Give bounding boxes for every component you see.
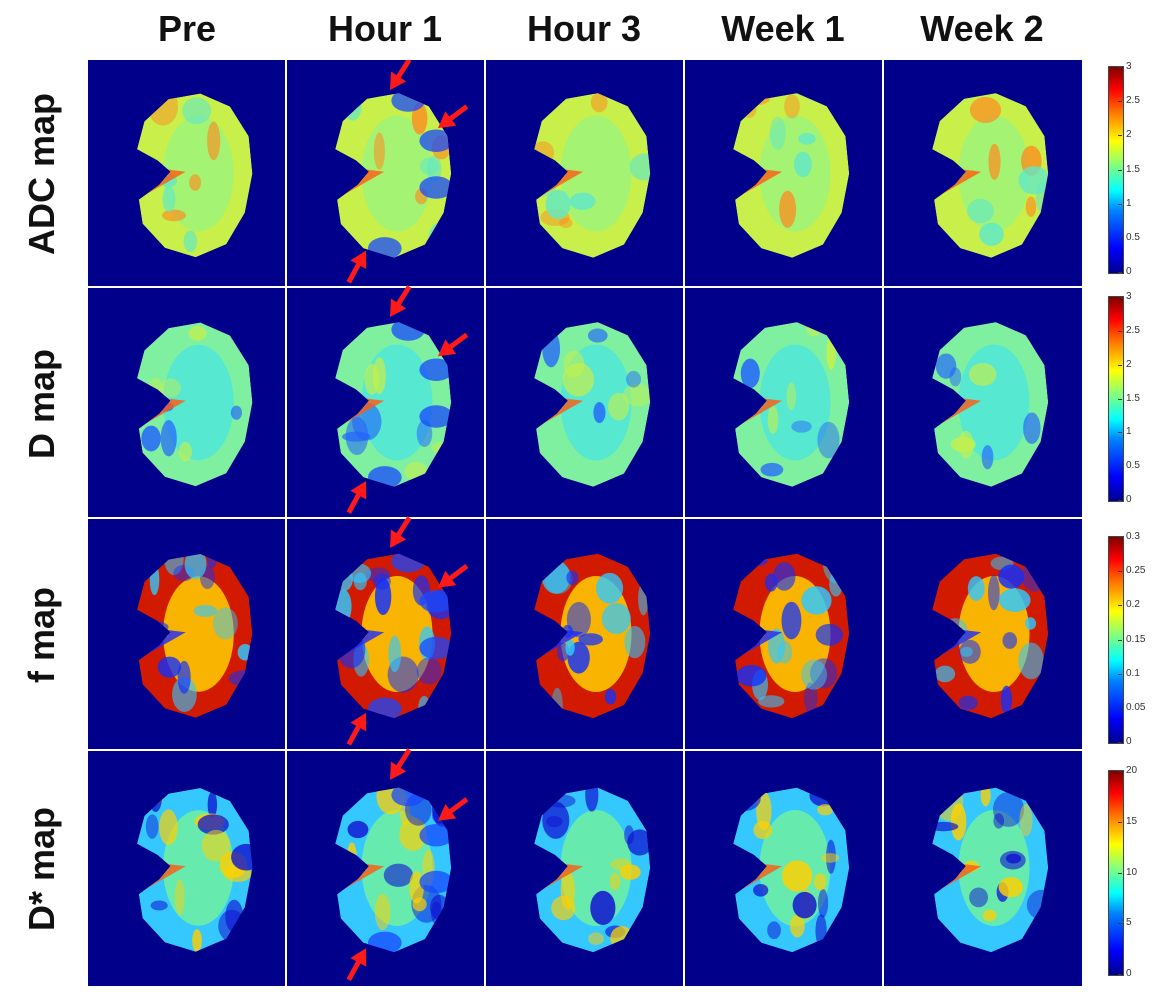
colorbar-tick-label: 0.05 xyxy=(1126,701,1146,713)
colorbar-tick-label: 2 xyxy=(1126,129,1132,141)
colorbar-tick-mark xyxy=(1118,707,1122,709)
kidney-map xyxy=(534,787,651,953)
colorbar-tick-label: 2.5 xyxy=(1126,324,1140,336)
column-title-week-1: Week 1 xyxy=(721,8,845,49)
colorbar-tick-mark xyxy=(1118,169,1122,171)
colorbar-tick-mark xyxy=(1118,639,1122,641)
colorbar-tick-label: 2.5 xyxy=(1126,95,1140,107)
colorbar-tick-mark xyxy=(1118,974,1122,975)
kidney-map xyxy=(137,93,253,258)
colorbar-tick-label: 10 xyxy=(1126,866,1138,878)
colorbar-tick-mark xyxy=(1118,771,1122,772)
kidney-map xyxy=(335,322,452,487)
colorbar-tick-mark xyxy=(1118,330,1122,332)
colorbar-tick-mark xyxy=(1118,537,1122,538)
kidney-map xyxy=(137,554,253,718)
kidney-map xyxy=(932,553,1049,719)
column-title-pre: Pre xyxy=(157,8,217,49)
colorbar-tick-label: 20 xyxy=(1126,765,1138,776)
colorbar-tick-mark xyxy=(1118,67,1122,68)
colorbar-tick-mark xyxy=(1118,101,1122,103)
colorbar-tick-label: 0.25 xyxy=(1126,565,1146,577)
red-arrow-icon xyxy=(438,797,469,821)
kidney-map xyxy=(534,553,651,719)
colorbar-tick-mark xyxy=(1118,364,1122,366)
colorbar-tick-label: 0 xyxy=(1126,968,1132,979)
kidney-map xyxy=(137,788,253,952)
row-title-d: D map xyxy=(21,348,62,459)
colorbar-tick-label: 0.2 xyxy=(1126,599,1140,611)
red-arrow-icon xyxy=(346,481,367,514)
colorbar-tick-label: 1 xyxy=(1126,197,1132,209)
kidney-map xyxy=(733,322,850,487)
colorbar-tick-mark xyxy=(1118,923,1122,925)
colorbar-tick-label: 0.5 xyxy=(1126,460,1140,472)
column-title-week-2: Week 2 xyxy=(920,8,1044,49)
colorbar-tick-label: 1.5 xyxy=(1126,163,1140,175)
colorbar-tick-label: 0 xyxy=(1126,494,1132,505)
colorbar-f xyxy=(1108,536,1124,744)
colorbar-tick-mark xyxy=(1118,135,1122,137)
colorbar-tick-mark xyxy=(1118,872,1122,874)
colorbar-tick-mark xyxy=(1118,500,1122,501)
red-arrow-icon xyxy=(346,712,367,746)
colorbar-tick-mark xyxy=(1118,673,1122,675)
kidney-map xyxy=(932,787,1049,953)
colorbar-tick-label: 1 xyxy=(1126,426,1132,438)
column-title-hour-1: Hour 1 xyxy=(327,8,442,49)
kidney-map xyxy=(335,93,452,258)
colorbar-tick-label: 0 xyxy=(1126,266,1132,277)
kidney-map xyxy=(534,322,651,487)
kidney-map xyxy=(335,553,452,719)
red-arrow-icon xyxy=(390,60,412,90)
colorbar-tick-mark xyxy=(1118,571,1122,573)
red-arrow-icon xyxy=(438,332,469,357)
colorbar-tick-label: 1.5 xyxy=(1126,392,1140,404)
column-title-hour-3: Hour 3 xyxy=(526,8,641,49)
colorbar-tick-label: 0.5 xyxy=(1126,231,1140,243)
kidney-map xyxy=(932,322,1049,487)
colorbar-tick-mark xyxy=(1118,203,1122,205)
colorbar-tick-mark xyxy=(1118,297,1122,298)
colorbar-tick-label: 5 xyxy=(1126,917,1132,929)
colorbar-tick-mark xyxy=(1118,237,1122,239)
row-title-dstar: D* map xyxy=(21,806,62,932)
kidney-map xyxy=(137,322,253,487)
colorbar-tick-mark xyxy=(1118,272,1122,273)
colorbar-dstar xyxy=(1108,770,1124,976)
red-arrow-icon xyxy=(438,104,469,129)
colorbar-tick-mark xyxy=(1118,398,1122,400)
colorbar-tick-label: 0 xyxy=(1126,736,1132,747)
colorbar-tick-mark xyxy=(1118,466,1122,468)
red-arrow-icon xyxy=(346,250,367,284)
kidney-map xyxy=(733,553,850,719)
colorbar-tick-label: 2 xyxy=(1126,358,1132,370)
colorbar-tick-label: 0.1 xyxy=(1126,667,1140,679)
row-title-f: f map xyxy=(21,586,63,684)
red-arrow-icon xyxy=(390,285,412,317)
kidney-map xyxy=(932,93,1049,258)
red-arrow-icon xyxy=(438,563,469,588)
colorbar-tick-label: 0.15 xyxy=(1126,633,1146,645)
colorbar-tick-mark xyxy=(1118,742,1122,743)
colorbar-tick-mark xyxy=(1118,432,1122,434)
red-arrow-icon xyxy=(390,748,412,780)
colorbar-tick-mark xyxy=(1118,605,1122,607)
red-arrow-icon xyxy=(346,948,367,982)
colorbar-adc xyxy=(1108,66,1124,274)
image-grid xyxy=(88,60,1082,986)
kidney-map xyxy=(733,787,850,953)
kidney-map xyxy=(733,93,850,258)
colorbar-d xyxy=(1108,296,1124,502)
kidney-map xyxy=(335,787,452,953)
colorbar-tick-label: 0.3 xyxy=(1126,531,1140,542)
colorbar-tick-label: 3 xyxy=(1126,61,1132,72)
kidney-map xyxy=(534,93,651,258)
colorbar-tick-label: 3 xyxy=(1126,291,1132,302)
colorbar-tick-label: 15 xyxy=(1126,815,1138,827)
colorbar-tick-mark xyxy=(1118,821,1122,823)
row-title-adc: ADC map xyxy=(21,92,62,255)
red-arrow-icon xyxy=(390,516,412,548)
